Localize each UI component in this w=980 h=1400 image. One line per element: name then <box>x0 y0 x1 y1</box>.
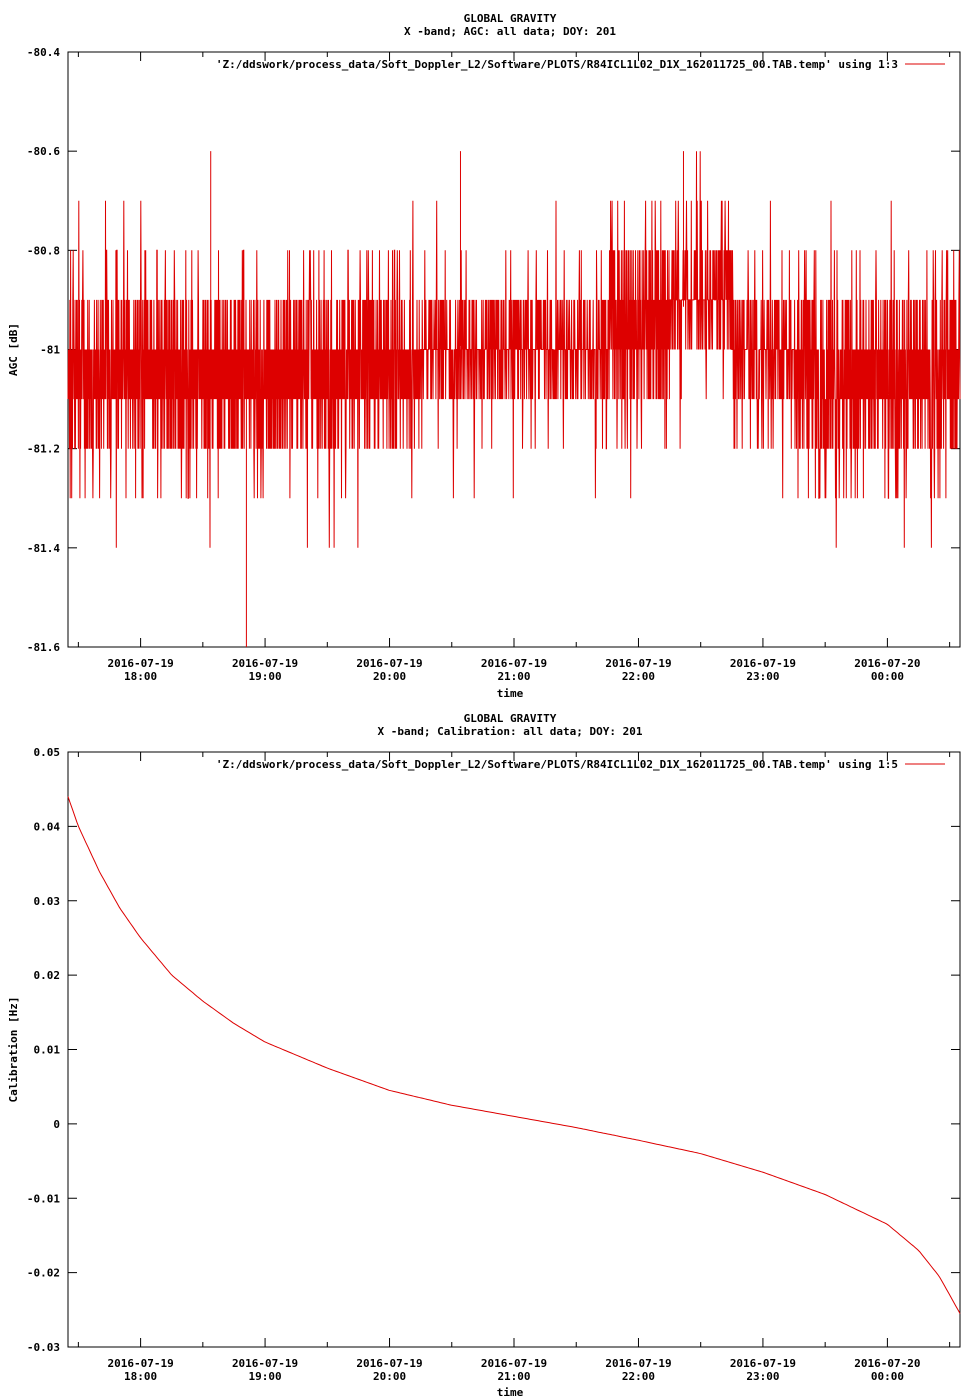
chart2-y-axis-label: Calibration [Hz] <box>7 997 20 1103</box>
chart2-xtick-time-label: 19:00 <box>249 1370 282 1383</box>
chart2-xtick-time-label: 18:00 <box>124 1370 157 1383</box>
chart1-xtick-date-label: 2016-07-19 <box>605 657 671 670</box>
chart2-title: GLOBAL GRAVITY <box>464 712 557 725</box>
chart1-ytick-label: -81.4 <box>27 542 60 555</box>
chart1-xtick-time-label: 23:00 <box>746 670 779 683</box>
chart1-xtick-time-label: 20:00 <box>373 670 406 683</box>
chart1-subtitle: X -band; AGC: all data; DOY: 201 <box>404 25 616 38</box>
chart2-ytick-label: -0.01 <box>27 1192 60 1205</box>
chart2-ytick-label: 0.01 <box>34 1044 61 1057</box>
chart2-xtick-time-label: 20:00 <box>373 1370 406 1383</box>
chart1-xtick-date-label: 2016-07-20 <box>854 657 920 670</box>
chart2-xtick-time-label: 23:00 <box>746 1370 779 1383</box>
chart2-ytick-label: -0.02 <box>27 1267 60 1280</box>
chart2-xtick-time-label: 22:00 <box>622 1370 655 1383</box>
chart2-xtick-date-label: 2016-07-19 <box>232 1357 298 1370</box>
chart1-ytick-label: -81.6 <box>27 641 60 654</box>
chart2-xtick-date-label: 2016-07-19 <box>356 1357 422 1370</box>
chart1-ytick-label: -81 <box>40 344 60 357</box>
chart1-y-axis-label: AGC [dB] <box>7 323 20 376</box>
chart2-ytick-label: 0.05 <box>34 746 61 759</box>
chart2-xtick-time-label: 21:00 <box>497 1370 530 1383</box>
chart1-series-line <box>67 151 961 548</box>
chart1-ytick-label: -80.6 <box>27 145 60 158</box>
chart1-x-axis-label: time <box>497 687 524 700</box>
chart1-xtick-date-label: 2016-07-19 <box>107 657 173 670</box>
chart2-x-axis-label: time <box>497 1386 524 1399</box>
chart1-title: GLOBAL GRAVITY <box>464 12 557 25</box>
chart1-xtick-date-label: 2016-07-19 <box>481 657 547 670</box>
chart1-xtick-time-label: 19:00 <box>249 670 282 683</box>
chart1-xtick-time-label: 18:00 <box>124 670 157 683</box>
chart1-xtick-date-label: 2016-07-19 <box>730 657 796 670</box>
chart1-xtick-time-label: 22:00 <box>622 670 655 683</box>
chart2-plot-frame <box>67 751 961 1348</box>
chart1-legend-label: 'Z:/ddswork/process_data/Soft_Doppler_L2… <box>216 58 898 71</box>
chart2-series-line <box>67 796 961 1314</box>
chart2-xtick-date-label: 2016-07-19 <box>730 1357 796 1370</box>
chart1-xtick-date-label: 2016-07-19 <box>232 657 298 670</box>
chart2-ytick-label: 0 <box>53 1118 60 1131</box>
chart1-xtick-date-label: 2016-07-19 <box>356 657 422 670</box>
chart2-xtick-date-label: 2016-07-19 <box>107 1357 173 1370</box>
chart1-ytick-label: -80.8 <box>27 244 60 257</box>
chart1-xtick-time-label: 21:00 <box>497 670 530 683</box>
chart2-xtick-time-label: 00:00 <box>871 1370 904 1383</box>
chart2-ytick-label: 0.04 <box>34 820 61 833</box>
chart2-ytick-label: -0.03 <box>27 1341 60 1354</box>
chart2-subtitle: X -band; Calibration: all data; DOY: 201 <box>378 725 643 738</box>
chart2-ytick-label: 0.02 <box>34 969 61 982</box>
chart2-xtick-date-label: 2016-07-20 <box>854 1357 920 1370</box>
chart2-ytick-label: 0.03 <box>34 895 61 908</box>
chart1-xtick-time-label: 00:00 <box>871 670 904 683</box>
chart1-ytick-label: -81.2 <box>27 443 60 456</box>
chart2-xtick-date-label: 2016-07-19 <box>481 1357 547 1370</box>
chart2-legend-label: 'Z:/ddswork/process_data/Soft_Doppler_L2… <box>216 758 898 771</box>
chart1-ytick-label: -80.4 <box>27 46 60 59</box>
chart2-xtick-date-label: 2016-07-19 <box>605 1357 671 1370</box>
